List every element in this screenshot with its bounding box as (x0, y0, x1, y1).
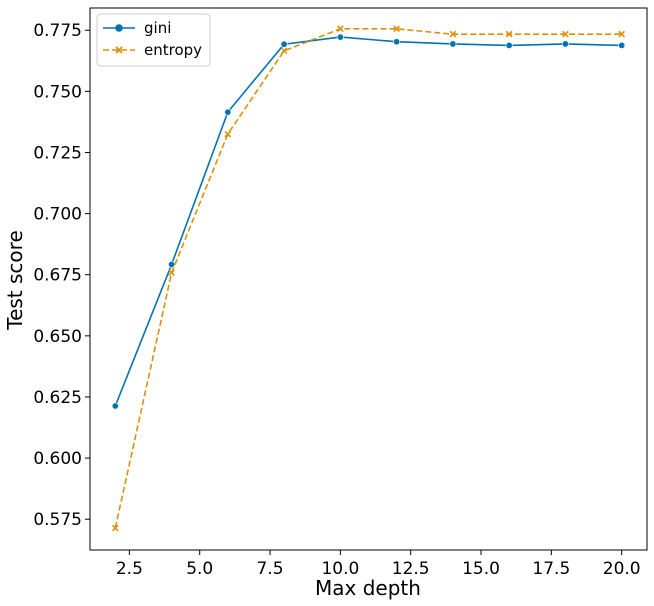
data-point-gini (393, 38, 401, 46)
data-point-entropy (224, 130, 232, 138)
y-tick-label: 0.700 (33, 205, 82, 225)
y-tick-label: 0.650 (33, 327, 82, 347)
legend-label-entropy: entropy (144, 41, 202, 59)
legend: gini entropy (96, 13, 211, 67)
legend-box (96, 13, 211, 67)
y-tick-label: 0.600 (33, 449, 82, 469)
data-point-entropy (505, 30, 513, 38)
y-tick-label: 0.675 (33, 266, 82, 286)
x-tick-label: 15.0 (462, 559, 500, 579)
y-tick-label: 0.575 (33, 510, 82, 530)
data-point-gini (561, 40, 569, 48)
data-point-gini (449, 40, 457, 48)
data-point-entropy (449, 30, 457, 38)
series-line-gini (114, 36, 622, 407)
y-tick-label: 0.775 (33, 21, 82, 41)
x-tick-label: 7.5 (257, 559, 284, 579)
legend-marker-gini (115, 24, 123, 32)
x-tick-label: 20.0 (603, 559, 641, 579)
x-tick-label: 17.5 (532, 559, 570, 579)
data-point-entropy (337, 25, 344, 33)
data-point-entropy (393, 25, 400, 33)
legend-label-gini: gini (144, 19, 171, 37)
data-point-gini (111, 402, 119, 410)
x-tick-label: 2.5 (116, 559, 143, 579)
plot-area (89, 7, 648, 551)
data-point-gini (505, 41, 513, 49)
x-axis-ticks: 2.5 5.0 7.5 10.0 12.5 15.0 17.5 20.0 (116, 550, 641, 579)
legend-marker-entropy (115, 46, 123, 54)
y-tick-label: 0.725 (33, 143, 82, 163)
x-tick-label: 5.0 (186, 559, 213, 579)
x-tick-label: 12.5 (392, 559, 430, 579)
y-tick-label: 0.625 (33, 388, 82, 408)
series-line-entropy (114, 27, 622, 529)
data-point-entropy (111, 524, 119, 532)
series-layer (111, 25, 626, 532)
data-point-gini (168, 260, 176, 268)
series-entropy (111, 25, 626, 532)
y-tick-label: 0.750 (33, 82, 82, 102)
data-point-entropy (618, 30, 626, 38)
plot-frame (89, 7, 648, 551)
x-tick-label: 10.0 (321, 559, 359, 579)
data-point-entropy (280, 47, 288, 55)
data-point-entropy (562, 30, 569, 38)
data-point-gini (618, 41, 626, 49)
data-point-gini (280, 40, 288, 48)
data-point-entropy (168, 269, 175, 277)
data-point-gini (224, 108, 232, 116)
x-axis-title: Max depth (315, 576, 421, 600)
y-axis-title: Test score (3, 230, 27, 330)
series-gini (111, 33, 626, 410)
data-point-gini (336, 33, 344, 41)
y-axis-ticks: 0.575 0.600 0.625 0.650 0.675 0.700 0.725 0.750… (33, 21, 90, 530)
